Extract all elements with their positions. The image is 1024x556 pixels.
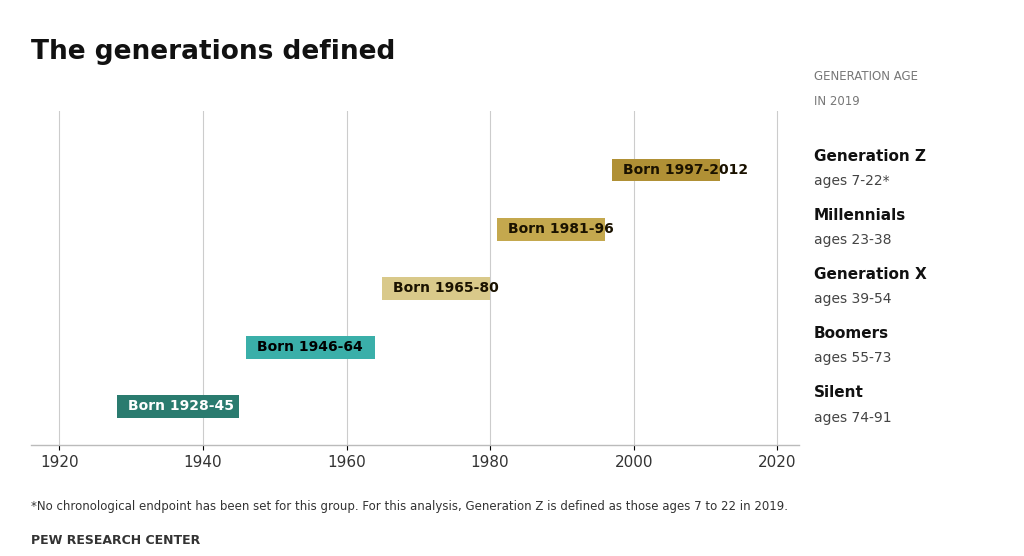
Text: ages 74-91: ages 74-91 (814, 410, 892, 425)
Bar (498, 218, 605, 241)
Text: Born 1965-80: Born 1965-80 (393, 281, 499, 295)
Text: *No chronological endpoint has been set for this group. For this analysis, Gener: *No chronological endpoint has been set … (31, 500, 787, 513)
Bar (117, 395, 239, 418)
Bar (246, 336, 375, 359)
Text: The generations defined: The generations defined (31, 39, 395, 65)
Text: ages 39-54: ages 39-54 (814, 292, 892, 306)
Text: Born 1981-96: Born 1981-96 (508, 222, 613, 236)
Text: Boomers: Boomers (814, 326, 889, 341)
Bar (382, 277, 490, 300)
Text: Generation X: Generation X (814, 267, 927, 282)
Text: ages 7-22*: ages 7-22* (814, 175, 890, 188)
Text: Generation Z: Generation Z (814, 149, 926, 164)
Text: Born 1928-45: Born 1928-45 (128, 399, 233, 414)
Text: ages 23-38: ages 23-38 (814, 234, 892, 247)
Text: PEW RESEARCH CENTER: PEW RESEARCH CENTER (31, 534, 200, 547)
Bar (612, 159, 720, 181)
Text: ages 55-73: ages 55-73 (814, 351, 892, 365)
Text: Born 1997-2012: Born 1997-2012 (623, 163, 748, 177)
Text: GENERATION AGE: GENERATION AGE (814, 71, 919, 83)
Text: IN 2019: IN 2019 (814, 96, 860, 108)
Text: Born 1946-64: Born 1946-64 (257, 340, 362, 354)
Text: Millennials: Millennials (814, 208, 906, 223)
Text: Silent: Silent (814, 385, 864, 400)
